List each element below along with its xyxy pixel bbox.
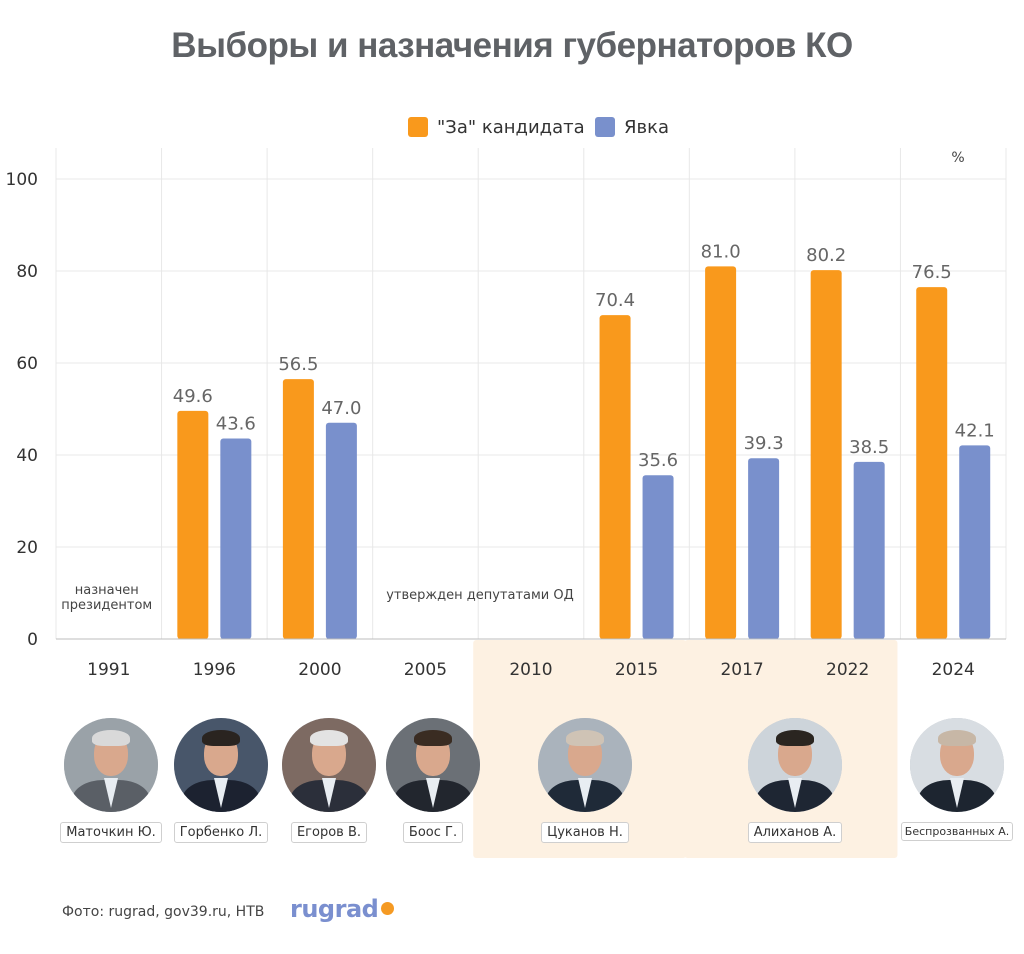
data-labels: 49.643.6 56.5 47.0 70.4 35.6 81.0 39.3 80.2 38.5… [173, 241, 995, 471]
data-label-yavka-2015: 35.6 [638, 450, 678, 471]
bar-za-2022 [810, 270, 842, 639]
y-tick-20: 20 [16, 538, 38, 558]
governor-card: Алиханов А. [740, 718, 850, 843]
governor-portrait [174, 718, 268, 812]
data-label-yavka-2000: 47.0 [321, 398, 361, 419]
y-tick-40: 40 [16, 446, 38, 466]
y-tick-100: 100 [6, 170, 38, 190]
governor-name: Боос Г. [402, 822, 464, 843]
x-tick-2000: 2000 [298, 660, 341, 680]
data-label-yavka-1996: 43.6 [216, 413, 256, 434]
bar-za-2015 [599, 315, 631, 639]
x-tick-1996: 1996 [193, 660, 236, 680]
data-label-yavka-2024: 42.1 [955, 420, 995, 441]
governor-portrait [64, 718, 158, 812]
governor-card: Горбенко Л. [166, 718, 276, 843]
governor-portrait [386, 718, 480, 812]
bar-za-1996 [177, 410, 209, 639]
bar-yavka-2000 [325, 422, 357, 639]
governor-card: Беспрозванных А. [897, 718, 1017, 841]
bar-yavka-2015 [642, 475, 674, 639]
legend: "За" кандидата Явка [408, 117, 669, 138]
legend-swatch-1 [595, 117, 615, 137]
governor-card: Егоров В. [274, 718, 384, 843]
bars [177, 266, 991, 639]
chart-title: Выборы и назначения губернаторов КО [171, 26, 853, 65]
logo-text: rugrad [290, 895, 379, 923]
x-tick-2010: 2010 [509, 660, 552, 680]
governor-name: Маточкин Ю. [60, 822, 162, 843]
governor-name: Цуканов Н. [541, 822, 629, 843]
data-label-yavka-2017: 39.3 [744, 433, 784, 454]
unit-label: % [951, 150, 964, 166]
data-label-za-1996: 49.6 [173, 386, 213, 407]
logo-dot [381, 902, 395, 915]
legend-swatch-0 [408, 117, 428, 137]
y-tick-0: 0 [27, 630, 38, 650]
annotation-1991-line0: назначен [75, 583, 139, 598]
y-tick-60: 60 [16, 354, 38, 374]
data-label-za-2024: 76.5 [912, 262, 952, 283]
data-label-yavka-2022: 38.5 [849, 437, 889, 458]
annotation-1991-line1: президентом [61, 598, 152, 613]
governor-portrait [538, 718, 632, 812]
governor-card: Боос Г. [378, 718, 488, 843]
governor-name: Беспрозванных А. [900, 822, 1014, 841]
x-tick-2017: 2017 [720, 660, 763, 680]
x-tick-2024: 2024 [932, 660, 975, 680]
governor-name: Алиханов А. [747, 822, 843, 843]
x-tick-2015: 2015 [615, 660, 658, 680]
data-label-za-2000: 56.5 [278, 354, 318, 375]
governor-name: Горбенко Л. [173, 822, 269, 843]
grid-lines [55, 148, 1007, 640]
bar-yavka-2017 [748, 458, 780, 639]
data-label-za-2015: 70.4 [595, 290, 635, 311]
rugrad-logo: rugrad [290, 895, 395, 923]
annotation-2005: утвержден депутатами ОД [386, 588, 574, 603]
legend-label-0: "За" кандидата [437, 117, 585, 138]
governor-portrait [748, 718, 842, 812]
data-label-za-2017: 81.0 [701, 241, 741, 262]
legend-label-1: Явка [624, 117, 669, 138]
x-tick-2022: 2022 [826, 660, 869, 680]
bar-yavka-2022 [853, 461, 885, 639]
governor-portrait [910, 718, 1004, 812]
governor-card: Цуканов Н. [530, 718, 640, 843]
bar-yavka-1996 [220, 438, 252, 639]
bar-za-2017 [705, 266, 737, 639]
x-tick-2005: 2005 [404, 660, 447, 680]
data-label-za-2022: 80.2 [806, 245, 846, 266]
y-tick-80: 80 [16, 262, 38, 282]
governor-portrait [282, 718, 376, 812]
governor-card: Маточкин Ю. [56, 718, 166, 843]
governor-name: Егоров В. [290, 822, 368, 843]
axes: 0 20 40 60 80 100% 1991 1996 2000 2005 2010 2015 201… [6, 150, 1006, 680]
photo-credit: Фото: rugrad, gov39.ru, НТВ [62, 904, 265, 920]
x-tick-1991: 1991 [87, 660, 130, 680]
bar-za-2024 [916, 287, 948, 639]
bar-za-2000 [282, 379, 314, 639]
bar-yavka-2024 [959, 445, 991, 639]
